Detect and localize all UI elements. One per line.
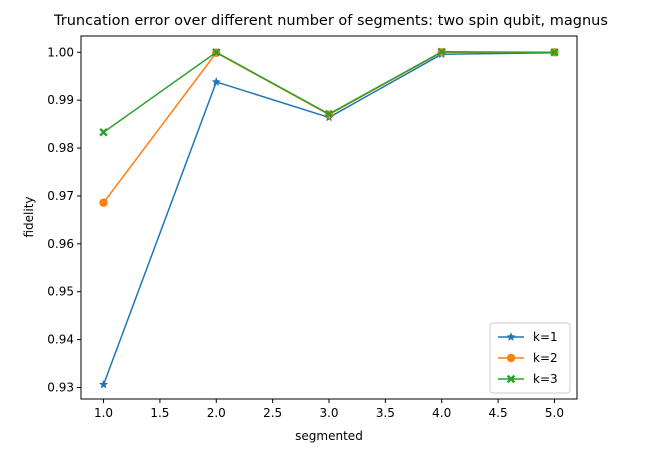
x-tick-label: 2.5: [263, 406, 282, 420]
x-tick-label: 4.5: [489, 406, 508, 420]
x-tick-label: 3.5: [376, 406, 395, 420]
legend-label: k=2: [533, 351, 558, 365]
y-axis-label: fidelity: [22, 196, 36, 237]
y-tick-label: 0.98: [47, 141, 74, 155]
y-tick-label: 0.97: [47, 189, 74, 203]
chart-title: Truncation error over different number o…: [53, 13, 608, 29]
legend-item: k=2: [498, 351, 558, 365]
data-point: [99, 198, 108, 207]
data-point: [212, 48, 221, 57]
data-point: [324, 109, 334, 119]
legend-marker: [506, 374, 516, 384]
x-tick-label: 3.0: [319, 406, 338, 420]
data-point: [550, 48, 559, 57]
legend-frame: [489, 322, 571, 394]
y-tick-label: 0.99: [47, 93, 74, 107]
y-tick-label: 0.94: [47, 333, 74, 347]
y-axis: 0.93 0.94 0.95 0.96 0.97 0.98 0.99 1.00: [47, 45, 81, 395]
x-tick-label: 2.0: [207, 406, 226, 420]
x-tick-label: 4.0: [432, 406, 451, 420]
legend-marker: [506, 353, 516, 363]
x-tick-label: 1.5: [150, 406, 169, 420]
legend-label: k=1: [533, 330, 558, 344]
legend-item: k=1: [498, 330, 558, 344]
y-tick-label: 0.93: [47, 381, 74, 395]
series-layer: [98, 47, 560, 389]
y-tick-label: 0.96: [47, 237, 74, 251]
legend-item: k=3: [498, 372, 558, 386]
x-tick-label: 5.0: [545, 406, 564, 420]
x-axis: 1.0 1.5 2.0 2.5 3.0 3.5 4.0 4.5 5.0: [94, 399, 564, 420]
data-point: [211, 77, 221, 86]
series-3: [99, 47, 559, 137]
legend-label: k=3: [533, 372, 558, 386]
data-point: [437, 47, 446, 56]
x-axis-label: segmented: [295, 429, 363, 443]
y-tick-label: 1.00: [47, 45, 74, 59]
data-point: [98, 379, 109, 389]
x-tick-label: 1.0: [94, 406, 113, 420]
data-point: [99, 128, 108, 137]
legend-marker: [506, 332, 516, 341]
y-tick-label: 0.95: [47, 285, 74, 299]
legend: k=1 k=2 k=3: [489, 322, 571, 394]
